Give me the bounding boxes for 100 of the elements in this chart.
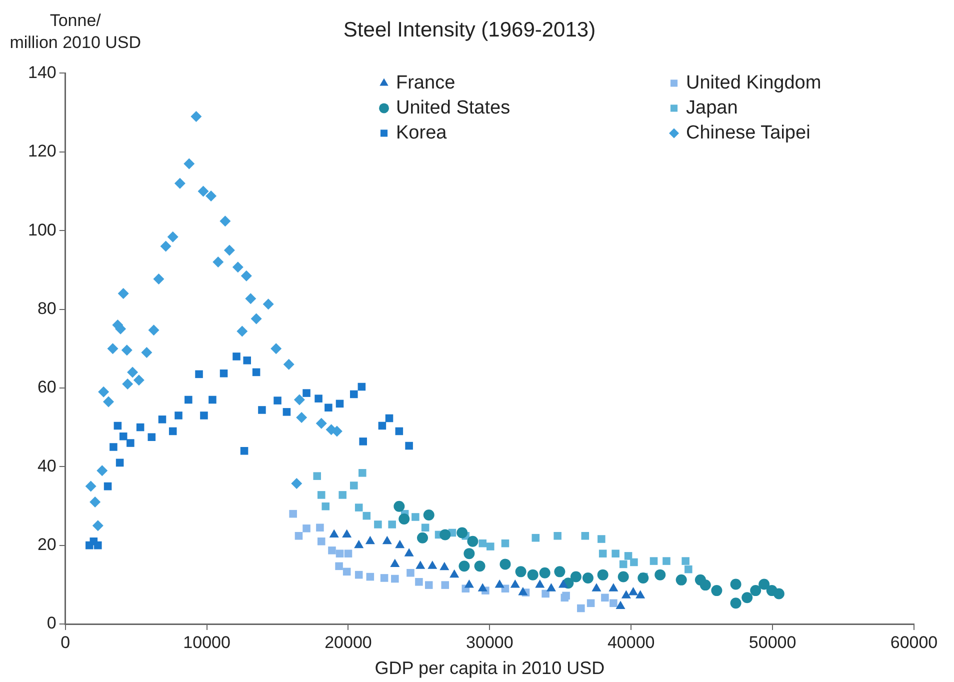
point bbox=[250, 313, 262, 324]
point bbox=[501, 539, 510, 548]
point bbox=[638, 572, 649, 584]
point bbox=[650, 557, 658, 565]
y-tick-label: 100 bbox=[28, 220, 56, 240]
point bbox=[417, 532, 428, 544]
point bbox=[153, 273, 164, 284]
point bbox=[582, 572, 594, 584]
point bbox=[621, 590, 631, 598]
point bbox=[467, 536, 478, 547]
point bbox=[598, 535, 606, 543]
point bbox=[518, 587, 528, 596]
point bbox=[354, 570, 363, 579]
point bbox=[270, 343, 282, 354]
point bbox=[539, 567, 550, 578]
point bbox=[598, 550, 607, 558]
point bbox=[148, 324, 160, 336]
point bbox=[136, 423, 144, 432]
x-tick-label: 30000 bbox=[466, 632, 514, 652]
point bbox=[122, 378, 134, 390]
point bbox=[354, 540, 364, 548]
point bbox=[592, 583, 602, 592]
point bbox=[394, 500, 405, 512]
point bbox=[478, 539, 486, 548]
point bbox=[206, 190, 217, 202]
x-tick-label: 60000 bbox=[890, 632, 938, 652]
point bbox=[478, 583, 488, 592]
x-tick-label: 50000 bbox=[748, 632, 796, 652]
point bbox=[274, 396, 282, 404]
point bbox=[486, 542, 494, 550]
legend-label: Japan bbox=[686, 97, 738, 118]
point bbox=[380, 574, 388, 582]
point bbox=[291, 478, 302, 490]
point bbox=[121, 344, 132, 356]
point bbox=[385, 414, 394, 422]
legend-label: United Kingdom bbox=[686, 72, 822, 94]
point bbox=[378, 422, 386, 430]
point bbox=[581, 532, 590, 540]
point bbox=[391, 574, 399, 583]
point bbox=[243, 356, 252, 364]
point bbox=[395, 427, 404, 436]
point bbox=[252, 368, 260, 376]
point bbox=[92, 520, 104, 532]
point bbox=[494, 580, 504, 588]
y-tick-label: 140 bbox=[28, 62, 56, 82]
point bbox=[220, 369, 228, 378]
point bbox=[546, 583, 556, 592]
x-tick-label: 10000 bbox=[183, 632, 230, 652]
point bbox=[558, 580, 568, 588]
point bbox=[515, 566, 526, 578]
point bbox=[224, 244, 235, 256]
point bbox=[428, 560, 438, 569]
point bbox=[167, 231, 178, 242]
point bbox=[126, 439, 134, 447]
point bbox=[441, 581, 450, 589]
y-tick-label: 20 bbox=[37, 535, 56, 554]
point bbox=[258, 406, 266, 414]
point bbox=[119, 432, 128, 440]
y-axis-title: Tonne/ million 2010 USD bbox=[10, 11, 142, 52]
point bbox=[103, 396, 114, 408]
legend-label: Korea bbox=[396, 122, 448, 144]
point bbox=[510, 580, 520, 588]
point bbox=[630, 558, 638, 566]
point bbox=[94, 541, 102, 550]
point bbox=[354, 504, 363, 512]
point bbox=[730, 578, 742, 590]
point bbox=[174, 412, 182, 420]
point bbox=[342, 529, 352, 538]
point bbox=[456, 527, 468, 538]
point bbox=[313, 472, 322, 480]
point bbox=[342, 568, 351, 576]
point bbox=[730, 598, 742, 609]
point bbox=[535, 580, 545, 588]
point bbox=[329, 529, 339, 538]
point bbox=[412, 513, 420, 521]
point bbox=[336, 550, 344, 558]
point bbox=[350, 390, 358, 398]
point bbox=[628, 587, 638, 596]
point bbox=[174, 178, 186, 189]
point bbox=[415, 578, 423, 586]
point bbox=[424, 581, 433, 589]
point bbox=[336, 400, 344, 408]
x-tick-label: 0 bbox=[60, 632, 70, 652]
point bbox=[577, 604, 585, 612]
point bbox=[322, 502, 330, 510]
point bbox=[184, 158, 195, 170]
point bbox=[554, 566, 566, 578]
x-tick-label: 40000 bbox=[607, 632, 655, 652]
point bbox=[358, 469, 366, 477]
point bbox=[317, 491, 326, 499]
point bbox=[294, 532, 303, 540]
point bbox=[742, 592, 753, 604]
point bbox=[96, 465, 108, 476]
point bbox=[160, 240, 172, 252]
point bbox=[158, 416, 166, 424]
point bbox=[527, 569, 538, 580]
point bbox=[289, 510, 297, 518]
point bbox=[190, 110, 202, 122]
point bbox=[316, 524, 324, 532]
point bbox=[570, 571, 582, 582]
